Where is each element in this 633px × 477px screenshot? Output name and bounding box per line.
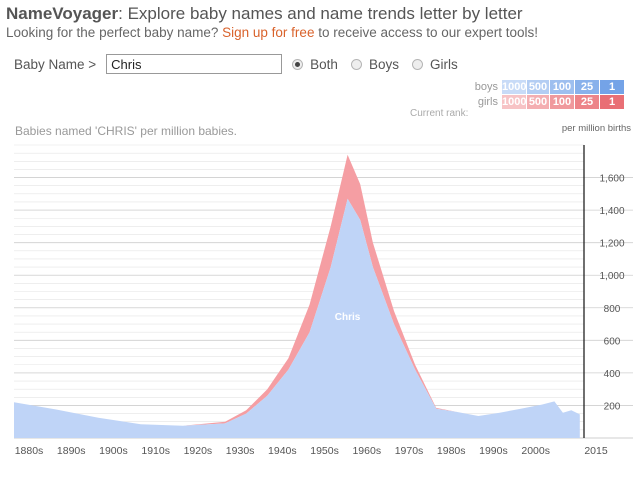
radio-boys-label: Boys (368, 56, 399, 72)
x-tick-label: 1980s (437, 445, 466, 457)
x-tick-label: 2000s (521, 445, 550, 457)
rank-cell-boys-25: 25 (575, 80, 599, 94)
chart-labels: 200 400 600 800 1,000 1,200 1,400 1,600 1880s 189… (15, 174, 625, 457)
current-rank-label: Current rank: (410, 108, 469, 119)
page-title: NameVoyager: Explore baby names and name… (6, 4, 523, 24)
baby-name-input[interactable] (106, 54, 283, 74)
radio-girls-label: Girls (429, 56, 458, 72)
x-tick-label: 1990s (479, 445, 508, 457)
y-tick-label: 800 (604, 304, 621, 315)
x-tick-label: 1920s (184, 445, 213, 457)
subtitle: Looking for the perfect baby name? Sign … (6, 25, 538, 40)
x-tick-label: 1930s (226, 445, 255, 457)
y-tick-label: 1,600 (599, 174, 624, 185)
y-tick-label: 1,200 (599, 239, 624, 250)
series-label: Chris (335, 312, 361, 323)
x-tick-label: 1950s (310, 445, 339, 457)
x-tick-label: 1910s (141, 445, 170, 457)
radio-girls-indicator (411, 58, 423, 70)
signup-link[interactable]: Sign up for free (222, 25, 315, 40)
rank-cell-girls-25: 25 (575, 95, 599, 109)
radio-both-label: Both (310, 56, 338, 72)
rank-cell-girls-100: 100 (550, 95, 574, 109)
x-tick-label: 1880s (15, 445, 44, 457)
rank-legend-boys-label: boys (474, 81, 498, 93)
area-series[interactable] (14, 154, 580, 438)
rank-legend-girls: girls 1000 500 100 25 1 (430, 95, 625, 109)
x-tick-label: 2015 (584, 445, 608, 457)
title-text: : Explore baby names and name trends let… (118, 4, 523, 23)
x-tick-label: 1960s (352, 445, 381, 457)
x-tick-label: 1970s (395, 445, 424, 457)
y-tick-label: 600 (604, 336, 621, 347)
rank-cell-girls-1: 1 (600, 95, 624, 109)
y-axis-unit-label: per million births (561, 123, 631, 134)
x-tick-label: 1900s (99, 445, 128, 457)
rank-legend-girls-label: girls (477, 96, 498, 108)
rank-legend-boys: boys 1000 500 100 25 1 (430, 80, 625, 94)
rank-cell-girls-500: 500 (527, 95, 549, 109)
rank-cell-boys-1000: 1000 (502, 80, 527, 94)
name-label: Baby Name > (14, 56, 97, 72)
rank-cell-boys-1: 1 (600, 80, 624, 94)
radio-boys[interactable]: Boys (350, 56, 399, 72)
radio-boys-indicator (350, 58, 362, 70)
grid-lines (14, 144, 633, 439)
y-tick-label: 400 (604, 369, 621, 380)
search-controls: Baby Name > Both Boys Girls (14, 53, 471, 75)
subtitle-text-post: to receive access to our expert tools! (314, 25, 539, 40)
y-tick-label: 200 (604, 401, 621, 412)
y-tick-label: 1,000 (599, 271, 624, 282)
subtitle-text-pre: Looking for the perfect baby name? (6, 25, 223, 40)
rank-cell-boys-500: 500 (527, 80, 549, 94)
x-tick-label: 1940s (268, 445, 297, 457)
rank-cell-boys-100: 100 (550, 80, 574, 94)
chart-title: Babies named 'CHRIS' per million babies. (15, 124, 238, 138)
rank-cell-girls-1000: 1000 (502, 95, 527, 109)
y-tick-label: 1,400 (599, 206, 624, 217)
area-boys-series[interactable] (14, 198, 580, 438)
radio-both-indicator (292, 58, 304, 70)
x-tick-label: 1890s (57, 445, 86, 457)
brand-name: NameVoyager (6, 4, 119, 23)
radio-both[interactable]: Both (292, 57, 338, 72)
radio-girls[interactable]: Girls (411, 56, 458, 72)
